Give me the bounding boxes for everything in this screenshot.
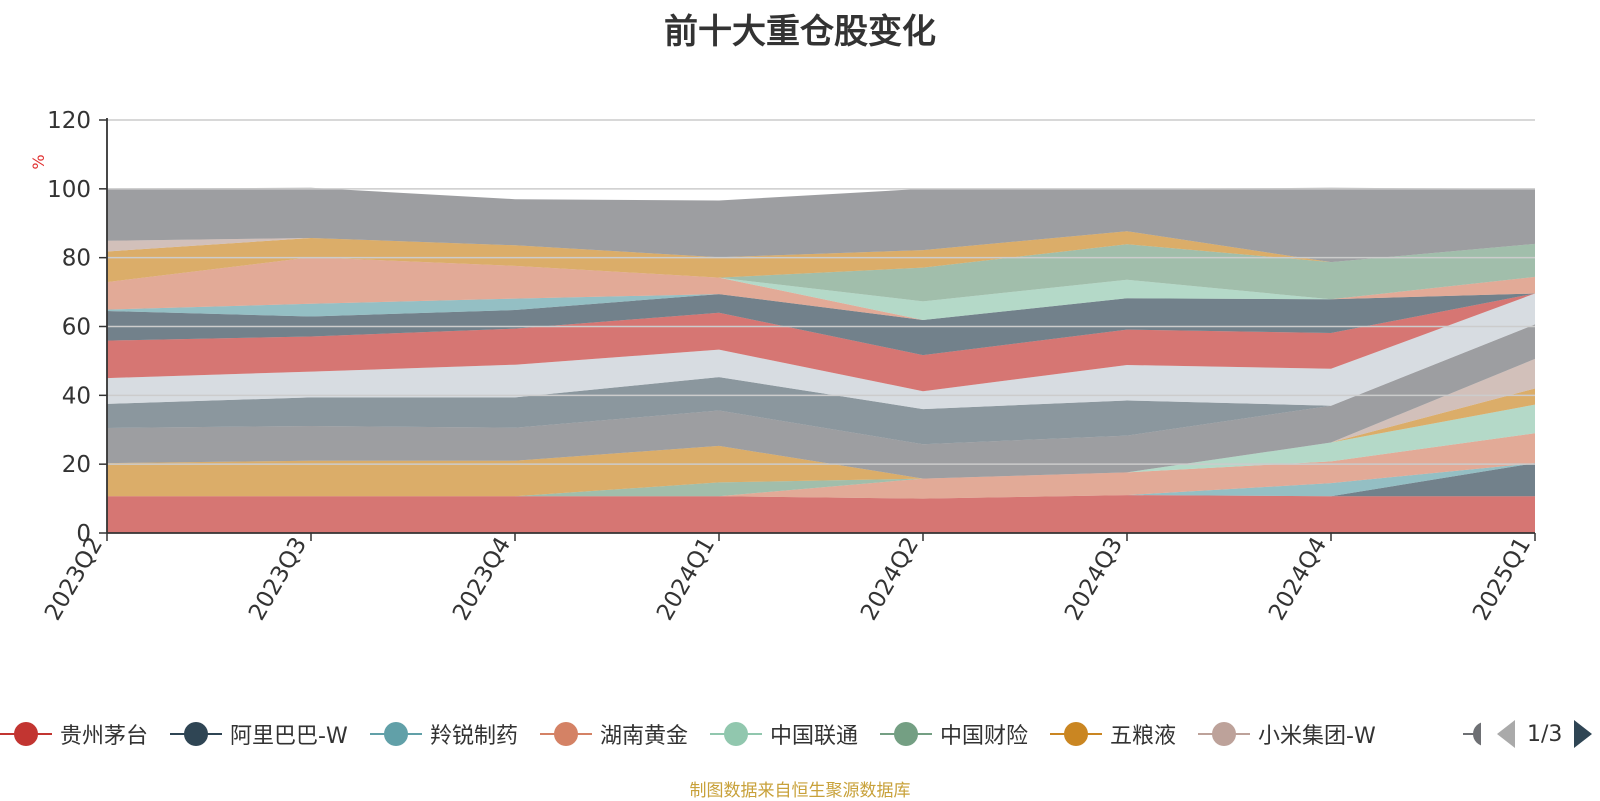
x-tick-label-2024Q1: 2024Q1 [652,533,720,625]
y-tick-label-0: 0 [76,521,91,547]
x-tick-label-2024Q4: 2024Q4 [1264,533,1332,625]
y-tick-label-20: 20 [62,452,91,478]
area-series-9[interactable] [107,324,1535,445]
y-tick-label-60: 60 [62,315,91,341]
legend-item-4[interactable]: 中国联通 [710,714,858,754]
legend-next-page-arrow-icon[interactable] [1574,720,1593,748]
legend-marker-icon [370,714,422,754]
area-series-0[interactable] [107,495,1535,533]
area-series-10[interactable] [107,293,1535,410]
legend-marker-icon [540,714,592,754]
area-series-14[interactable] [107,257,1535,320]
legend-page-indicator: 1/3 [1527,721,1563,747]
area-series-19[interactable] [107,187,1535,263]
legend-label: 湖南黄金 [600,724,689,749]
legend-label: 中国联通 [770,724,859,749]
legend-item-partial[interactable] [1463,714,1481,754]
chart-source-note: 制图数据来自恒生聚源数据库 [689,781,911,801]
legend-marker-icon [1050,714,1102,754]
legend-marker-icon [170,714,222,754]
y-tick-label-80: 80 [62,246,91,272]
legend-label: 小米集团-W [1258,724,1376,749]
legend-label: 羚锐制药 [430,724,519,749]
legend-marker-icon [0,714,52,754]
area-series-17[interactable] [107,231,1535,283]
x-tick-label-2023Q4: 2023Q4 [448,533,516,625]
gridlines [107,119,1535,465]
y-axis-label: % [29,154,48,169]
legend-label: 贵州茅台 [60,724,149,749]
legend: 贵州茅台 阿里巴巴-W 羚锐制药 湖南黄金 中国联通 中国财险 五粮液 小米集团-W [0,714,1600,754]
area-series-3[interactable] [107,433,1535,499]
x-tick-label-2024Q2: 2024Q2 [856,533,924,625]
legend-pager: 1/3 [1497,714,1593,754]
area-series-1[interactable] [107,463,1535,499]
y-tick-label-40: 40 [62,383,91,409]
area-series-11[interactable] [107,293,1535,392]
legend-marker-icon [880,714,932,754]
area-series-8[interactable] [107,324,1535,479]
legend-item-7[interactable]: 小米集团-W [1198,714,1376,754]
area-layers [107,187,1535,533]
chart-title: 前十大重仓股变化 [664,12,936,52]
y-tick-label-120: 120 [47,108,91,134]
legend-item-0[interactable]: 贵州茅台 [0,714,148,754]
legend-label: 阿里巴巴-W [230,724,348,749]
legend-item-2[interactable]: 羚锐制药 [370,714,518,754]
x-tick-label-2025Q1: 2025Q1 [1468,533,1536,625]
area-series-12[interactable] [107,293,1535,356]
legend-prev-page-arrow-icon[interactable] [1497,720,1515,748]
axes [99,118,1536,541]
legend-label: 中国财险 [940,724,1029,749]
x-tick-label-2023Q3: 2023Q3 [244,533,312,625]
legend-item-5[interactable]: 中国财险 [880,714,1028,754]
legend-item-6[interactable]: 五粮液 [1050,714,1176,754]
legend-marker-icon [1198,714,1250,754]
x-tick-label-2023Q2: 2023Q2 [40,533,108,625]
y-tick-label-100: 100 [47,177,91,203]
legend-item-1[interactable]: 阿里巴巴-W [170,714,348,754]
legend-marker-icon [710,714,762,754]
area-series-13[interactable] [107,293,1535,321]
area-series-6[interactable] [107,388,1535,497]
legend-item-3[interactable]: 湖南黄金 [540,714,688,754]
x-tick-label-2024Q3: 2024Q3 [1060,533,1128,625]
legend-label: 五粮液 [1110,724,1177,749]
